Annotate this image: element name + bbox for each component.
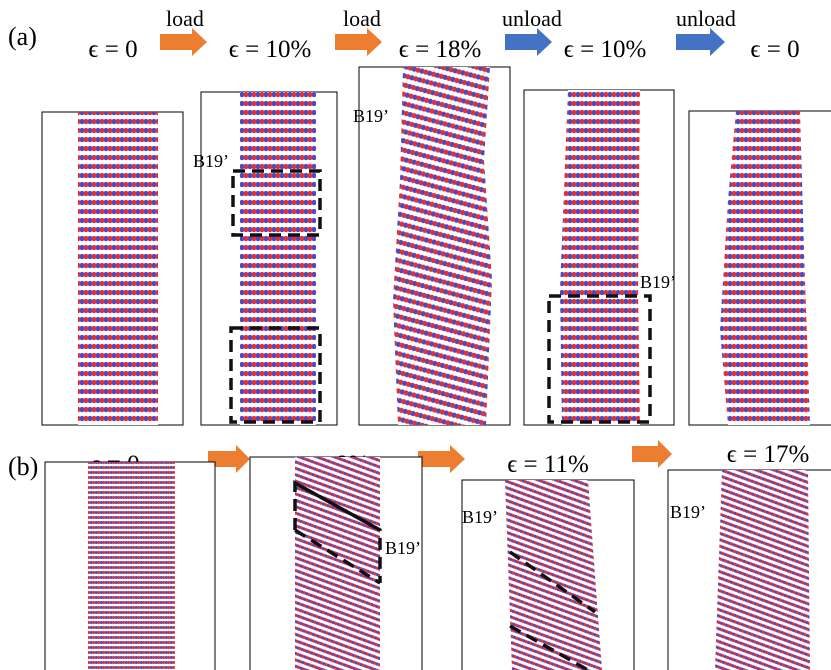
phase-label: B19’ — [353, 106, 389, 126]
transition-label: load — [343, 6, 381, 31]
panel-label: (a) — [8, 22, 37, 51]
atom-column — [715, 470, 810, 670]
unload-arrow — [505, 28, 552, 56]
atom-column — [78, 112, 158, 425]
load-arrow — [335, 28, 382, 56]
load-arrow — [160, 28, 207, 56]
atom-column — [720, 111, 810, 425]
strain-label: ϵ = 0 — [750, 36, 799, 63]
atom-column — [88, 462, 175, 670]
panel-label: (b) — [8, 452, 38, 481]
phase-label: B19’ — [670, 502, 706, 522]
load-arrow — [418, 445, 465, 473]
phase-label: B19’ — [640, 272, 676, 292]
transition-label: unload — [676, 6, 736, 31]
atom-column — [560, 90, 640, 425]
atom-column — [505, 480, 602, 670]
transition-label: load — [166, 6, 204, 31]
strain-label: ϵ = 17% — [727, 441, 810, 468]
phase-label: B19’ — [462, 507, 498, 527]
load-arrow — [632, 440, 672, 468]
strain-label: ϵ = 0 — [88, 36, 137, 63]
atom-column — [393, 67, 492, 425]
phase-label: B19’ — [385, 538, 421, 558]
strain-label: ϵ = 18% — [399, 36, 482, 63]
figure: (a) ϵ = 0 ϵ = 10% ϵ = 18% ϵ = 10% ϵ = 0 … — [0, 0, 831, 670]
strain-label: ϵ = 10% — [564, 36, 647, 63]
strain-label: ϵ = 11% — [507, 451, 589, 478]
unload-arrow — [676, 28, 725, 56]
atom-column — [240, 92, 316, 425]
transition-label: unload — [502, 6, 562, 31]
strain-label: ϵ = 10% — [229, 36, 312, 63]
phase-label: B19’ — [193, 151, 229, 171]
